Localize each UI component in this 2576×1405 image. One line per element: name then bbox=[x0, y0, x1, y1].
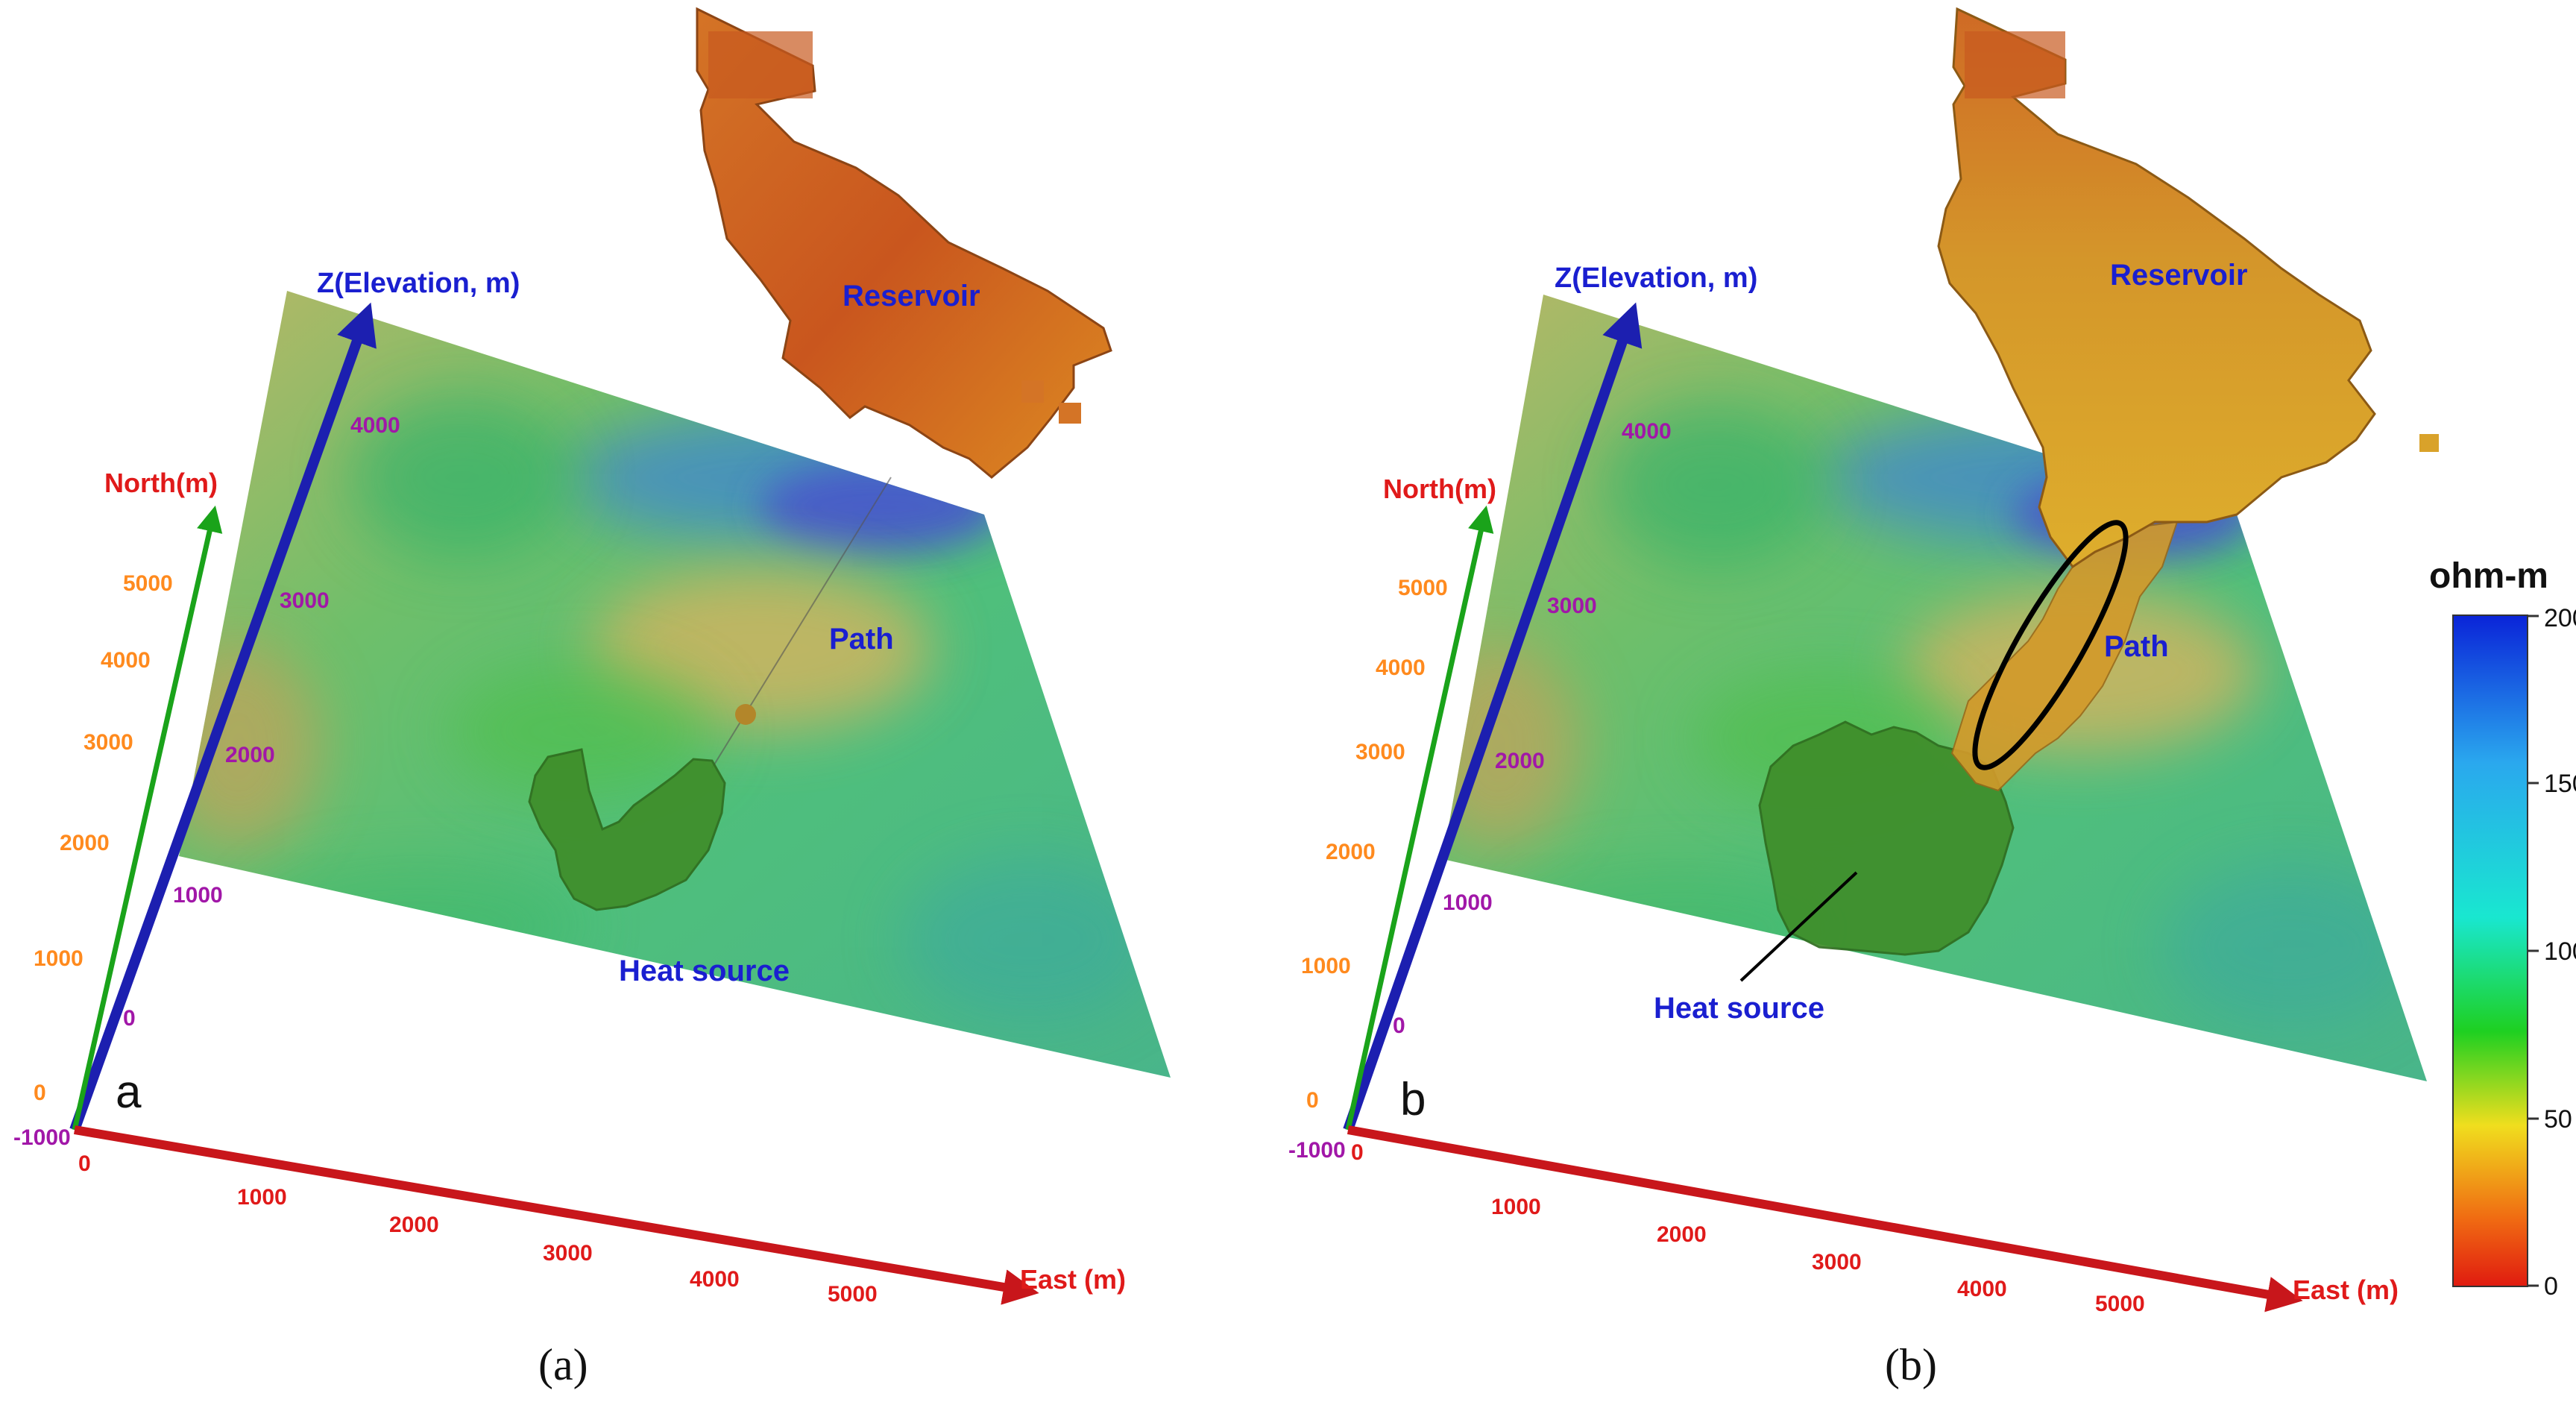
colorbar-tick: 100 bbox=[2544, 937, 2576, 966]
axes-panel-a: Z(Elevation, m) North(m) East (m) 4000 3… bbox=[13, 268, 1126, 1307]
panel-caption: (b) bbox=[1885, 1340, 1937, 1389]
z-axis-title: Z(Elevation, m) bbox=[1555, 263, 1757, 294]
panel-letter: a bbox=[116, 1066, 142, 1118]
east-tick: 1000 bbox=[237, 1185, 287, 1210]
path-label: Path bbox=[829, 623, 894, 656]
z-tick: 4000 bbox=[350, 413, 400, 438]
colorbar-tick: 50 bbox=[2544, 1105, 2572, 1134]
panel-letter: b bbox=[1400, 1074, 1426, 1125]
panel-b: Z(Elevation, m) North(m) East (m) 4000 3… bbox=[1288, 7, 2439, 1389]
east-tick: 1000 bbox=[1491, 1195, 1541, 1219]
z-axis bbox=[69, 302, 377, 1132]
east-tick: 4000 bbox=[1957, 1277, 2007, 1301]
colorbar-tick: 200 bbox=[2544, 604, 2576, 632]
east-axis bbox=[1347, 1125, 2303, 1313]
heat-source-body bbox=[1758, 720, 2015, 956]
z-tick: 4000 bbox=[1622, 419, 1672, 444]
east-tick: 2000 bbox=[1657, 1222, 1707, 1247]
north-tick: 5000 bbox=[1398, 576, 1448, 600]
east-axis-title: East (m) bbox=[1020, 1264, 1126, 1295]
colorbar-gradient bbox=[2452, 615, 2528, 1287]
east-tick: 5000 bbox=[828, 1282, 878, 1307]
north-tick: 0 bbox=[1306, 1088, 1319, 1113]
z-tick: 1000 bbox=[1443, 890, 1493, 915]
heat-source-leader bbox=[1739, 871, 1858, 982]
east-tick: 3000 bbox=[1812, 1250, 1862, 1274]
east-tick: 2000 bbox=[389, 1213, 439, 1237]
east-tick: 4000 bbox=[690, 1267, 740, 1292]
reservoir-label: Reservoir bbox=[843, 280, 980, 312]
north-tick: 5000 bbox=[123, 571, 173, 596]
east-tick: 3000 bbox=[543, 1241, 593, 1266]
north-tick: 4000 bbox=[101, 648, 151, 673]
z-tick: -1000 bbox=[13, 1125, 71, 1150]
z-tick: 2000 bbox=[225, 743, 275, 767]
north-tick: 0 bbox=[34, 1081, 46, 1105]
z-tick: 0 bbox=[1393, 1013, 1405, 1038]
z-tick: 1000 bbox=[173, 883, 223, 908]
z-axis-title: Z(Elevation, m) bbox=[317, 268, 520, 299]
z-tick: 0 bbox=[123, 1006, 136, 1031]
z-axis bbox=[1343, 302, 1643, 1132]
north-tick: 3000 bbox=[1355, 740, 1405, 764]
colorbar-title: ohm-m bbox=[2429, 556, 2548, 596]
east-tick: 0 bbox=[78, 1151, 91, 1176]
colorbar-tick: 150 bbox=[2544, 770, 2576, 798]
axes-panel-b: Z(Elevation, m) North(m) East (m) 4000 3… bbox=[1288, 263, 2399, 1316]
reservoir-cap bbox=[1965, 31, 2065, 98]
path-blob bbox=[735, 704, 756, 725]
path-body bbox=[1950, 521, 2179, 792]
z-tick: 3000 bbox=[1547, 594, 1597, 618]
north-axis-title: North(m) bbox=[104, 468, 218, 498]
north-tick: 2000 bbox=[60, 831, 110, 855]
z-tick: 3000 bbox=[280, 588, 330, 613]
north-tick: 3000 bbox=[84, 730, 133, 755]
east-tick: 5000 bbox=[2095, 1292, 2145, 1316]
heat-source-label: Heat source bbox=[619, 955, 790, 987]
path-label: Path bbox=[2104, 630, 2169, 663]
north-tick: 2000 bbox=[1326, 840, 1376, 864]
z-tick: 2000 bbox=[1495, 749, 1545, 773]
north-tick: 4000 bbox=[1376, 656, 1426, 680]
north-axis bbox=[1345, 505, 1494, 1131]
north-axis-title: North(m) bbox=[1383, 474, 1496, 504]
north-axis bbox=[72, 505, 223, 1131]
east-axis bbox=[73, 1125, 1039, 1305]
reservoir-cap bbox=[708, 31, 813, 98]
colorbar: ohm-m 200 150 100 50 0 bbox=[2429, 556, 2576, 1301]
reservoir-body bbox=[1937, 7, 2376, 569]
east-axis-title: East (m) bbox=[2293, 1274, 2399, 1305]
path-highlight-ellipse bbox=[1972, 520, 2129, 770]
reservoir-body bbox=[696, 7, 1112, 479]
colorbar-tick: 0 bbox=[2544, 1272, 2558, 1301]
reservoir-label: Reservoir bbox=[2110, 259, 2248, 292]
north-tick: 1000 bbox=[34, 946, 84, 971]
east-tick: 0 bbox=[1351, 1140, 1364, 1165]
north-tick: 1000 bbox=[1301, 954, 1351, 978]
heat-source-label: Heat source bbox=[1654, 992, 1824, 1025]
panel-caption: (a) bbox=[538, 1340, 588, 1389]
heat-source-body bbox=[528, 748, 726, 911]
z-tick: -1000 bbox=[1288, 1138, 1346, 1163]
panel-a: Z(Elevation, m) North(m) East (m) 4000 3… bbox=[13, 7, 1171, 1389]
